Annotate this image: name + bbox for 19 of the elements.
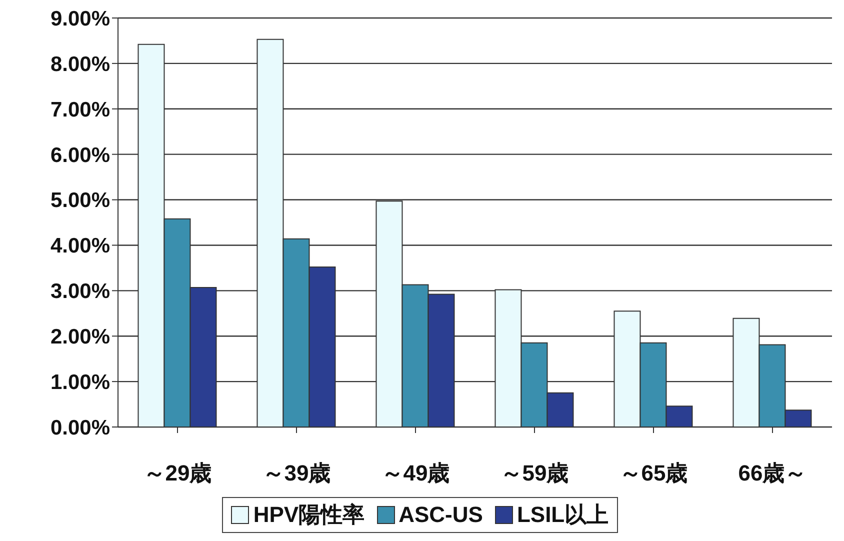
- x-tick-label: 66歳～: [738, 460, 807, 486]
- x-tick-label: ～49歳: [381, 460, 450, 486]
- legend-label: LSIL以上: [516, 501, 609, 529]
- y-tick-label: 4.00%: [50, 234, 110, 258]
- legend-label: ASC-US: [398, 501, 483, 529]
- y-tick-label: 0.00%: [50, 416, 110, 440]
- x-tick-label: ～29歳: [143, 460, 212, 486]
- x-tick-label: ～39歳: [262, 460, 331, 486]
- y-tick-label: 8.00%: [50, 52, 110, 76]
- x-tick-label: ～59歳: [500, 460, 569, 486]
- y-tick-label: 5.00%: [50, 189, 110, 212]
- y-tick-label: 3.00%: [50, 280, 110, 304]
- legend-label: HPV陽性率: [252, 501, 365, 529]
- y-tick-label: 7.00%: [50, 98, 110, 122]
- y-tick-label: 2.00%: [50, 326, 110, 349]
- x-tick-label: ～65歳: [619, 460, 688, 486]
- y-tick-label: 9.00%: [50, 7, 110, 30]
- y-tick-label: 6.00%: [50, 144, 110, 167]
- y-tick-label: 1.00%: [50, 371, 110, 394]
